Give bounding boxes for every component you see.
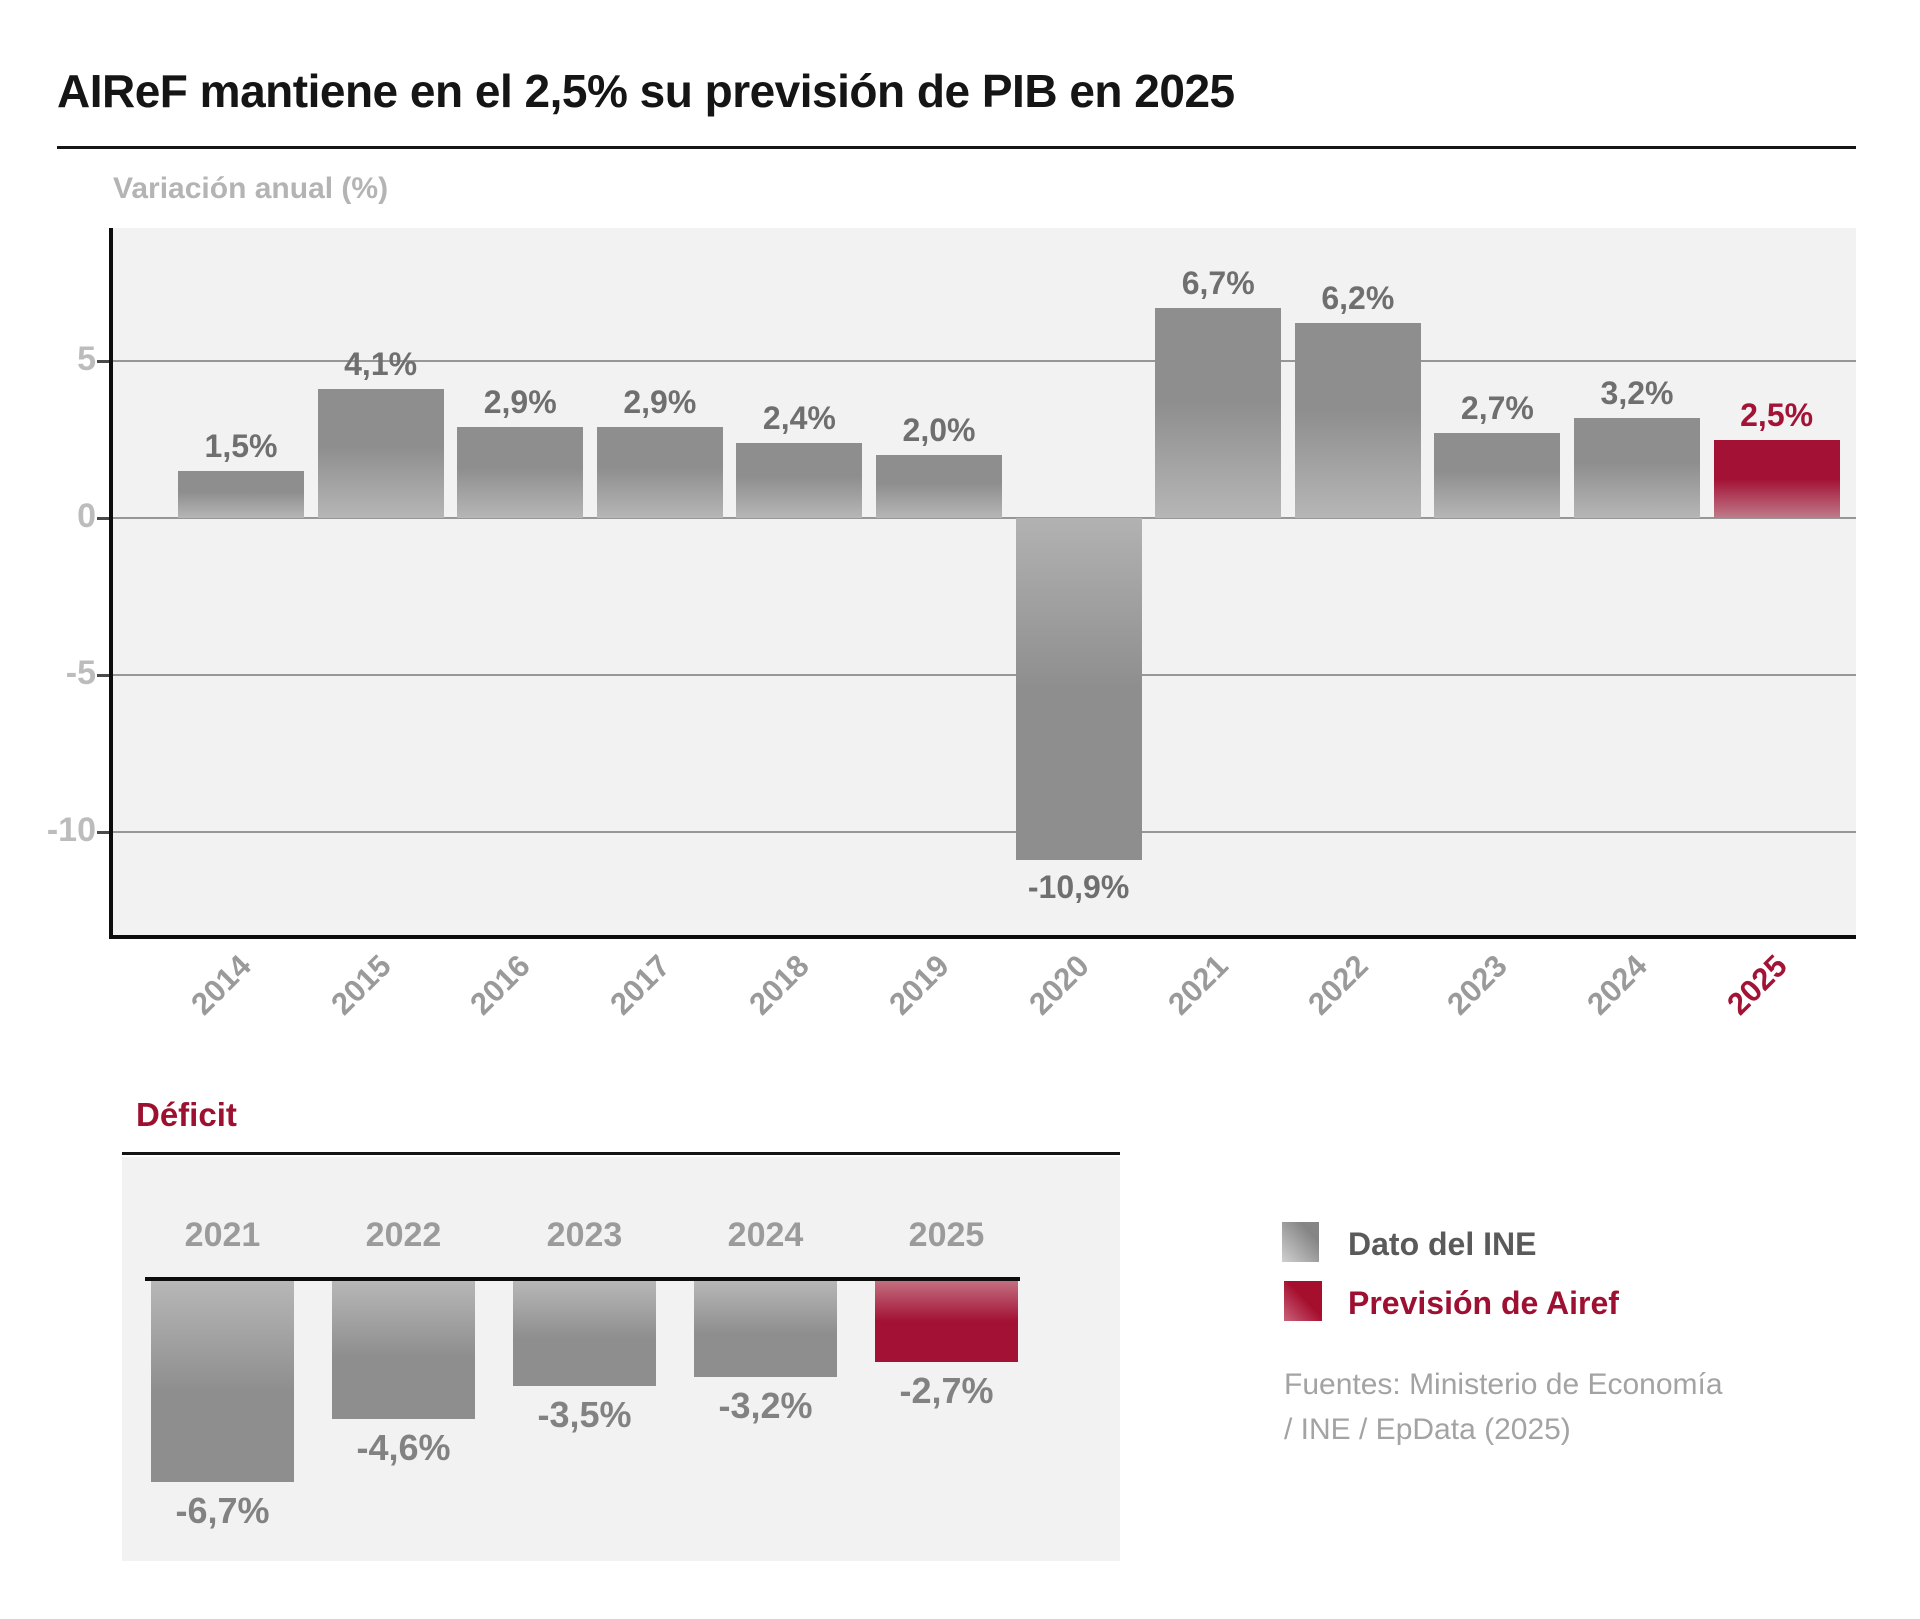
gdp-plot-area — [113, 228, 1856, 935]
deficit-bar-2022 — [332, 1281, 475, 1419]
deficit-bar-2024 — [694, 1281, 837, 1377]
gdp-bar-label-2019: 2,0% — [902, 412, 976, 449]
gdp-y-axis-line — [109, 228, 113, 939]
gdp-bar-2021 — [1155, 307, 1282, 518]
gdp-bar-2022 — [1294, 323, 1421, 518]
source-text: Fuentes: Ministerio de Economía / INE / … — [1284, 1362, 1723, 1452]
gdp-bar-label-2024: 3,2% — [1600, 374, 1674, 411]
gridline-5 — [113, 360, 1856, 362]
gridline--5 — [113, 674, 1856, 676]
gdp-bar-label-2021: 6,7% — [1181, 264, 1255, 301]
gdp-bar-label-2023: 2,7% — [1460, 390, 1534, 427]
gridline--10 — [113, 831, 1856, 833]
deficit-bar-2021 — [151, 1281, 294, 1482]
gdp-x-label-2015: 2015 — [323, 948, 398, 1022]
deficit-bar-2025 — [875, 1281, 1018, 1362]
gdp-x-label-2017: 2017 — [603, 948, 677, 1022]
source-line-1: Fuentes: Ministerio de Economía — [1284, 1368, 1723, 1401]
gdp-x-label-2025: 2025 — [1719, 948, 1794, 1022]
y-tick--5 — [97, 674, 109, 677]
gdp-bar-label-2020: -10,9% — [1027, 869, 1130, 906]
gdp-bar-2017 — [596, 426, 723, 518]
legend-label-airef: Previsión de Airef — [1348, 1285, 1619, 1321]
gdp-bar-2020 — [1015, 518, 1142, 861]
legend-label-ine: Dato del INE — [1348, 1226, 1537, 1262]
gdp-x-label-2018: 2018 — [742, 948, 817, 1022]
gdp-bar-2023 — [1434, 433, 1561, 518]
gdp-chart-subtitle: Variación anual (%) — [113, 172, 389, 205]
y-tick-label--5: -5 — [65, 654, 96, 692]
gdp-x-axis-line — [109, 935, 1856, 939]
gdp-bar-label-2018: 2,4% — [762, 399, 836, 436]
source-line-2: / INE / EpData (2025) — [1284, 1413, 1571, 1446]
deficit-bar-2023 — [513, 1281, 656, 1386]
deficit-year-label-2023: 2023 — [546, 1216, 623, 1254]
y-tick-0 — [97, 517, 109, 520]
gdp-x-label-2024: 2024 — [1580, 948, 1654, 1022]
deficit-chart-title: Déficit — [136, 1096, 237, 1133]
gdp-bar-label-2022: 6,2% — [1321, 280, 1395, 317]
gdp-x-label-2023: 2023 — [1440, 948, 1515, 1022]
gdp-bar-label-2017: 2,9% — [623, 383, 697, 420]
title-divider — [57, 146, 1856, 149]
page-title: AIReF mantiene en el 2,5% su previsión d… — [57, 65, 1235, 117]
gdp-bar-label-2016: 2,9% — [483, 383, 557, 420]
gdp-x-label-2022: 2022 — [1301, 948, 1375, 1022]
gdp-bar-2015 — [317, 389, 444, 518]
gdp-x-label-2019: 2019 — [882, 948, 956, 1022]
gdp-x-label-2016: 2016 — [463, 948, 537, 1022]
gdp-bar-label-2014: 1,5% — [204, 427, 278, 464]
deficit-value-label-2024: -3,2% — [718, 1385, 813, 1426]
deficit-value-label-2023: -3,5% — [537, 1394, 632, 1435]
y-tick-5 — [97, 360, 109, 363]
y-tick-label-5: 5 — [77, 340, 96, 378]
deficit-zero-line — [145, 1277, 1020, 1281]
gdp-x-label-2014: 2014 — [184, 948, 258, 1022]
deficit-value-label-2025: -2,7% — [899, 1370, 994, 1411]
deficit-year-label-2024: 2024 — [727, 1216, 804, 1254]
gdp-bar-2025 — [1713, 439, 1840, 518]
gdp-bar-2018 — [736, 442, 863, 518]
legend-swatch-airef — [1284, 1281, 1322, 1321]
gdp-bar-2016 — [457, 426, 584, 518]
gdp-bar-label-2015: 4,1% — [344, 346, 418, 383]
deficit-value-label-2022: -4,6% — [356, 1427, 451, 1468]
deficit-value-label-2021: -6,7% — [175, 1490, 270, 1531]
y-tick--10 — [97, 831, 109, 834]
gdp-x-label-2021: 2021 — [1161, 948, 1235, 1022]
legend-swatch-ine — [1282, 1222, 1319, 1262]
gdp-x-label-2020: 2020 — [1021, 948, 1096, 1022]
deficit-year-label-2021: 2021 — [184, 1216, 261, 1254]
gdp-bar-2014 — [178, 470, 304, 518]
gdp-bar-2024 — [1574, 417, 1700, 518]
deficit-year-label-2022: 2022 — [365, 1216, 442, 1254]
y-tick-label--10: -10 — [46, 811, 96, 849]
gdp-bar-2019 — [876, 455, 1002, 518]
gridline-0 — [113, 517, 1856, 519]
gdp-bar-label-2025: 2,5% — [1740, 396, 1814, 433]
deficit-title-divider — [122, 1152, 1120, 1155]
deficit-year-label-2025: 2025 — [908, 1216, 985, 1254]
y-tick-label-0: 0 — [77, 497, 96, 535]
